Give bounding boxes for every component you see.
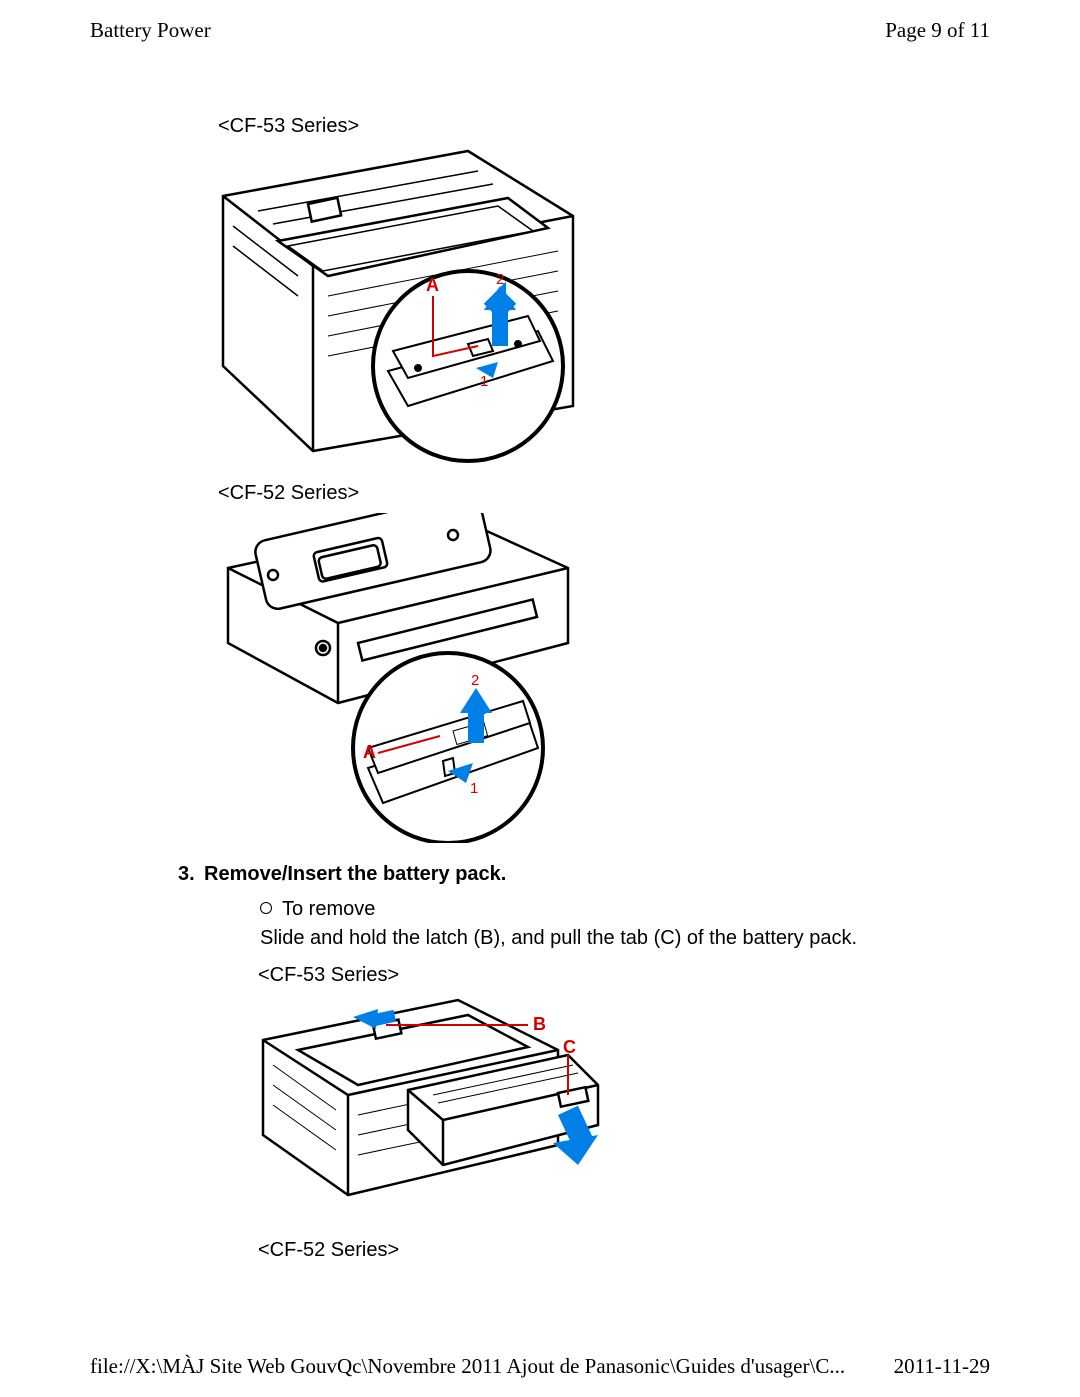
sub-instruction: Slide and hold the latch (B), and pull t…	[260, 925, 990, 952]
callout-c: C	[563, 1037, 576, 1057]
figure-cf53-latch: A 2 1	[218, 146, 990, 466]
step-3-heading: 3.Remove/Insert the battery pack.	[178, 861, 990, 888]
arrow-label-1a: 1	[480, 373, 488, 390]
bullet-icon	[260, 902, 272, 914]
callout-a-1: A	[426, 275, 439, 295]
footer-filepath: file://X:\MÀJ Site Web GouvQc\Novembre 2…	[90, 1354, 845, 1379]
callout-a-2: A	[363, 742, 376, 762]
step-3-text: Remove/Insert the battery pack.	[204, 863, 506, 885]
step-3-number: 3.	[178, 861, 204, 888]
series-label-cf53-2: <CF-53 Series>	[258, 962, 990, 989]
series-label-cf53-1: <CF-53 Series>	[218, 113, 990, 140]
arrow-label-2a: 2	[496, 271, 504, 288]
header-title: Battery Power	[90, 18, 211, 43]
series-label-cf52-2: <CF-52 Series>	[258, 1237, 990, 1264]
header-page-info: Page 9 of 11	[885, 18, 990, 43]
footer-date: 2011-11-29	[894, 1354, 990, 1379]
figure-cf52-latch: A 2 1	[218, 513, 990, 843]
figure-cf53-remove: B C	[258, 995, 990, 1223]
sub-to-remove: To remove	[282, 898, 375, 920]
series-label-cf52-1: <CF-52 Series>	[218, 480, 990, 507]
arrow-label-2b: 2	[471, 672, 479, 689]
arrow-label-1b: 1	[470, 780, 478, 797]
callout-b: B	[533, 1014, 546, 1034]
